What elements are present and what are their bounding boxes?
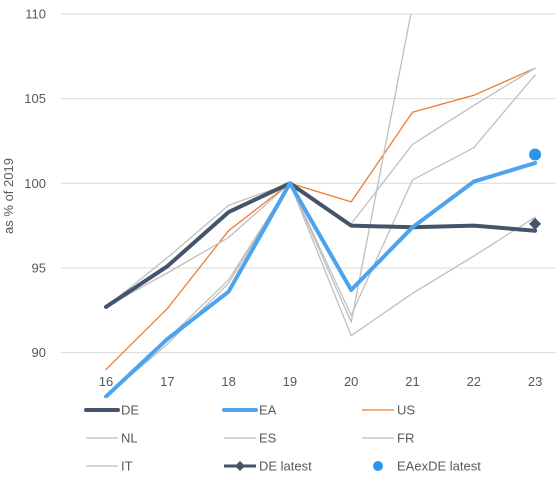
legend-label-de: DE	[121, 403, 139, 418]
legend-label-eaexde-latest: EAexDE latest	[397, 459, 481, 474]
series-line-de	[104, 181, 538, 309]
series-line-es	[105, 182, 536, 398]
series-line-ea	[104, 161, 538, 398]
x-tick-label: 16	[99, 374, 113, 389]
y-axis-ticks: 90 95 100 105 110	[24, 7, 46, 361]
legend-label-nl: NL	[121, 431, 138, 446]
x-tick-label: 18	[221, 374, 235, 389]
gridlines	[61, 13, 556, 354]
series-lines	[104, 14, 538, 398]
legend-swatch-de-latest-marker	[235, 461, 245, 471]
legend-label-fr: FR	[397, 431, 414, 446]
x-tick-label: 21	[405, 374, 419, 389]
legend-swatch-eaexde-latest	[373, 461, 383, 471]
x-tick-label: 23	[528, 374, 542, 389]
x-tick-label: 20	[344, 374, 358, 389]
y-tick-label: 90	[32, 345, 46, 360]
y-tick-label: 100	[24, 176, 46, 191]
x-tick-label: 19	[283, 374, 297, 389]
y-tick-label: 105	[24, 91, 46, 106]
legend: DE EA US NL ES FR IT DE latest EAexDE latest	[84, 403, 481, 474]
series-line-fr	[105, 74, 536, 317]
latest-markers	[529, 148, 542, 230]
legend-label-es: ES	[259, 431, 277, 446]
series-line-it	[105, 14, 412, 398]
y-tick-label: 95	[32, 260, 46, 275]
legend-label-us: US	[397, 403, 415, 418]
series-line-us	[105, 67, 536, 371]
y-axis-label: as % of 2019	[1, 158, 16, 234]
legend-label-ea: EA	[259, 403, 277, 418]
legend-label-it: IT	[121, 459, 133, 474]
legend-label-de-latest: DE latest	[259, 459, 312, 474]
x-tick-label: 17	[160, 374, 174, 389]
marker-de-latest	[529, 217, 542, 230]
marker-eaexde-latest	[529, 148, 542, 161]
y-tick-label: 110	[25, 7, 46, 22]
x-axis-ticks: 16 17 18 19 20 21 22 23	[99, 374, 543, 389]
x-tick-label: 22	[467, 374, 481, 389]
